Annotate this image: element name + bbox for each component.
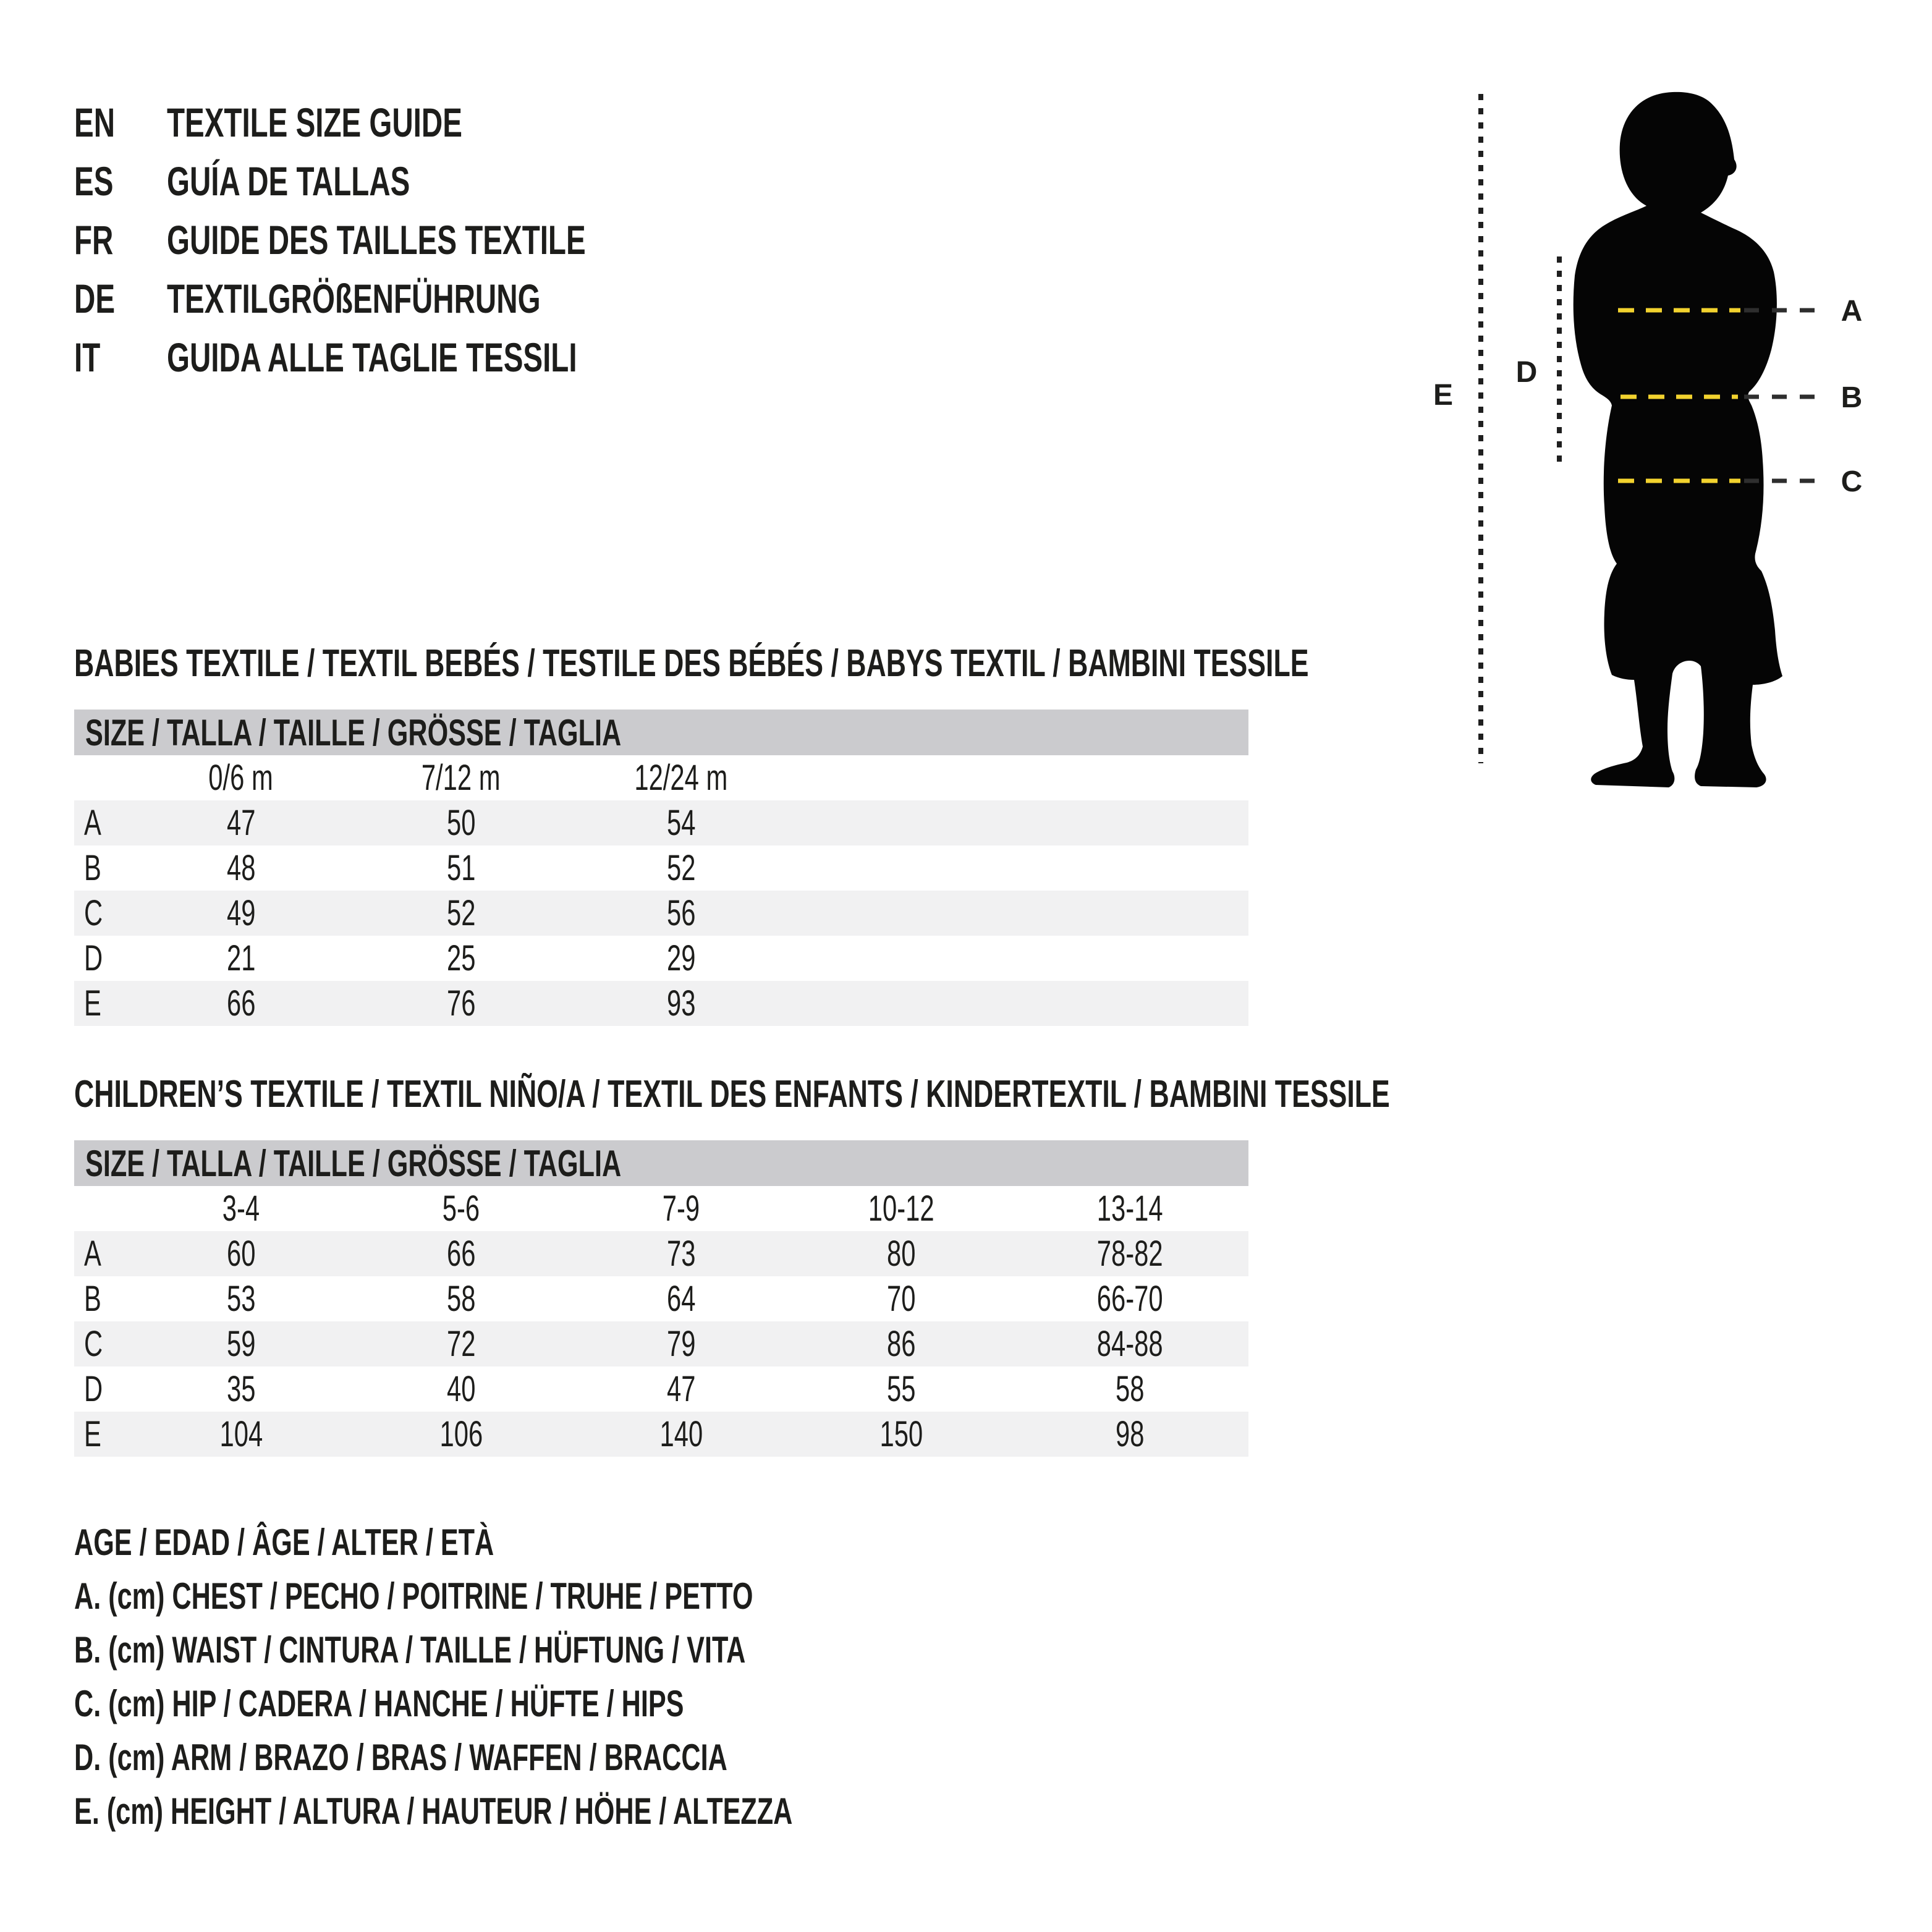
children-col-0: 3-4 [222, 1188, 260, 1229]
lang-code-en: EN [74, 99, 116, 145]
figure-label-b: B [1841, 381, 1863, 414]
lang-title-es: GUÍA DE TALLAS [167, 158, 410, 204]
lang-code-es: ES [74, 158, 114, 204]
lang-row-de: DE TEXTILGRÖßENFÜHRUNG [74, 269, 748, 328]
table-row: E 104 106 140 150 98 [74, 1412, 1248, 1457]
table-row: E 66 76 93 [74, 981, 1248, 1026]
children-col-2: 7-9 [662, 1188, 700, 1229]
children-col-4: 13-14 [1096, 1188, 1163, 1229]
children-col-1: 5-6 [442, 1188, 480, 1229]
lang-title-en: TEXTILE SIZE GUIDE [167, 99, 462, 145]
children-table-header-bar: SIZE / TALLA / TAILLE / GRÖSSE / TAGLIA [74, 1140, 1248, 1186]
babies-column-header-row: 0/6 m 7/12 m 12/24 m [74, 755, 1248, 800]
measurement-figure: A B C D E [1433, 91, 1863, 787]
table-row: C 49 52 56 [74, 891, 1248, 936]
measurement-legend: AGE / EDAD / ÂGE / ALTER / ETÀ A. (cm) C… [74, 1515, 1072, 1838]
legend-hip: C. (cm) HIP / CADERA / HANCHE / HÜFTE / … [74, 1683, 684, 1724]
table-row: C 59 72 79 86 84-88 [74, 1321, 1248, 1366]
lang-code-it: IT [74, 334, 101, 380]
lang-title-fr: GUIDE DES TAILLES TEXTILE [167, 216, 586, 263]
table-row: D 35 40 47 55 58 [84, 1369, 1145, 1409]
babies-size-table: SIZE / TALLA / TAILLE / GRÖSSE / TAGLIA … [74, 710, 1248, 1026]
table-row: A 60 66 73 80 78-82 [74, 1231, 1248, 1276]
language-header-block: EN TEXTILE SIZE GUIDE ES GUÍA DE TALLAS … [74, 93, 748, 386]
figure-label-a: A [1841, 295, 1863, 328]
babies-col-0: 0/6 m [208, 758, 274, 798]
children-column-header-row: 3-4 5-6 7-9 10-12 13-14 [74, 1186, 1248, 1231]
table-row: B 53 58 64 70 66-70 [84, 1279, 1163, 1319]
children-section-heading: CHILDREN’S TEXTILE / TEXTIL NIÑO/A / TEX… [74, 1072, 1390, 1116]
babies-section-heading: BABIES TEXTILE / TEXTIL BEBÉS / TESTILE … [74, 642, 1309, 685]
children-col-3: 10-12 [868, 1188, 934, 1229]
lang-row-fr: FR GUIDE DES TAILLES TEXTILE [74, 210, 748, 269]
lang-title-it: GUIDA ALLE TAGLIE TESSILI [167, 334, 577, 380]
table-row: D 21 25 29 [84, 938, 696, 978]
figure-label-d: D [1516, 356, 1538, 389]
babies-col-2: 12/24 m [634, 758, 728, 798]
lang-code-de: DE [74, 275, 116, 321]
child-silhouette-image [1573, 91, 1782, 787]
babies-table-header-bar: SIZE / TALLA / TAILLE / GRÖSSE / TAGLIA [74, 710, 1248, 755]
legend-height: E. (cm) HEIGHT / ALTURA / HAUTEUR / HÖHE… [74, 1790, 793, 1832]
lang-row-it: IT GUIDA ALLE TAGLIE TESSILI [74, 328, 748, 386]
figure-label-e: E [1433, 379, 1453, 412]
children-size-table: SIZE / TALLA / TAILLE / GRÖSSE / TAGLIA … [74, 1140, 1248, 1457]
legend-arm: D. (cm) ARM / BRAZO / BRAS / WAFFEN / BR… [74, 1737, 727, 1778]
legend-waist: B. (cm) WAIST / CINTURA / TAILLE / HÜFTU… [74, 1629, 746, 1671]
legend-chest: A. (cm) CHEST / PECHO / POITRINE / TRUHE… [74, 1575, 753, 1617]
figure-label-c: C [1841, 465, 1863, 498]
lang-row-en: EN TEXTILE SIZE GUIDE [74, 93, 748, 151]
legend-age: AGE / EDAD / ÂGE / ALTER / ETÀ [74, 1522, 494, 1563]
babies-col-1: 7/12 m [422, 758, 501, 798]
lang-title-de: TEXTILGRÖßENFÜHRUNG [167, 275, 541, 321]
lang-row-es: ES GUÍA DE TALLAS [74, 151, 748, 210]
lang-code-fr: FR [74, 216, 114, 263]
table-row: A 47 50 54 [74, 800, 1248, 845]
table-row: B 48 51 52 [84, 848, 696, 888]
